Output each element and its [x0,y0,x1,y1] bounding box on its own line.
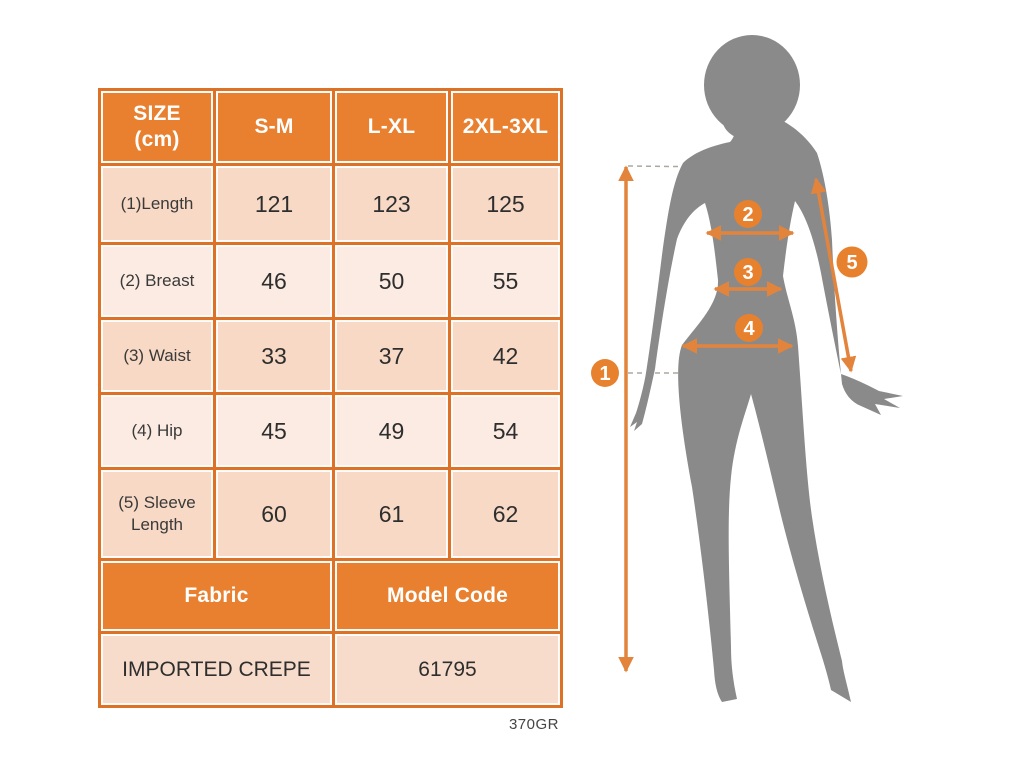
table-row: (1)Length 121 123 125 [98,163,563,245]
woman-silhouette [630,35,903,703]
marker-number-5: 5 [846,252,857,274]
waist-2xl3xl: 42 [448,317,563,395]
hip-sm: 45 [213,392,335,470]
marker-number-4: 4 [743,318,755,340]
row-label-breast: (2) Breast [98,242,216,320]
sleeve-2xl3xl: 62 [448,467,563,561]
table-row: (4) Hip 45 49 54 [98,392,563,470]
model-code-value: 61795 [332,631,563,708]
length-sm: 121 [213,163,335,245]
length-lxl: 123 [332,163,451,245]
marker-circle-4 [735,314,763,342]
model-code-header: Model Code [332,558,563,634]
table-row: (3) Waist 33 37 42 [98,317,563,395]
table-row: (2) Breast 46 50 55 [98,242,563,320]
weight-note: 370GR [508,716,559,733]
marker-number-1: 1 [599,363,610,385]
length-2xl3xl: 125 [448,163,563,245]
fabric-value-row: IMPORTED CREPE 61795 [98,631,563,708]
column-header-2xl3xl: 2XL-3XL [448,88,563,166]
breast-2xl3xl: 55 [448,242,563,320]
waist-lxl: 37 [332,317,451,395]
row-label-sleeve: (5) Sleeve Length [98,467,216,561]
row-label-waist: (3) Waist [98,317,216,395]
sleeve-lxl: 61 [332,467,451,561]
column-header-lxl: L-XL [332,88,451,166]
fabric-header: Fabric [98,558,335,634]
row-label-length: (1)Length [98,163,216,245]
row-label-hip: (4) Hip [98,392,216,470]
marker-circles: 1 2 3 4 5 [591,200,868,387]
silhouette-body [630,117,903,703]
column-header-sm: S-M [213,88,335,166]
marker-circle-2 [734,200,762,228]
sleeve-arrow [810,177,857,373]
hip-2xl3xl: 54 [448,392,563,470]
breast-sm: 46 [213,242,335,320]
marker-number-3: 3 [742,262,753,284]
size-unit-header: SIZE (cm) [98,88,216,166]
breast-lxl: 50 [332,242,451,320]
measurement-arrows [618,165,857,673]
sleeve-sm: 60 [213,467,335,561]
marker-circle-5 [836,246,868,278]
hip-lxl: 49 [332,392,451,470]
marker-number-2: 2 [742,204,753,226]
size-table: SIZE (cm) S-M L-XL 2XL-3XL (1)Length 121… [98,88,563,708]
marker-circle-3 [734,258,762,286]
waist-sm: 33 [213,317,335,395]
fabric-value: IMPORTED CREPE [98,631,335,708]
table-row: (5) Sleeve Length 60 61 62 [98,467,563,561]
size-table-container: SIZE (cm) S-M L-XL 2XL-3XL (1)Length 121… [98,88,563,733]
marker-circle-1 [591,359,619,387]
measurement-diagram: 1 2 3 4 5 [591,35,903,703]
table-header-row: SIZE (cm) S-M L-XL 2XL-3XL [98,88,563,166]
fabric-header-row: Fabric Model Code [98,558,563,634]
